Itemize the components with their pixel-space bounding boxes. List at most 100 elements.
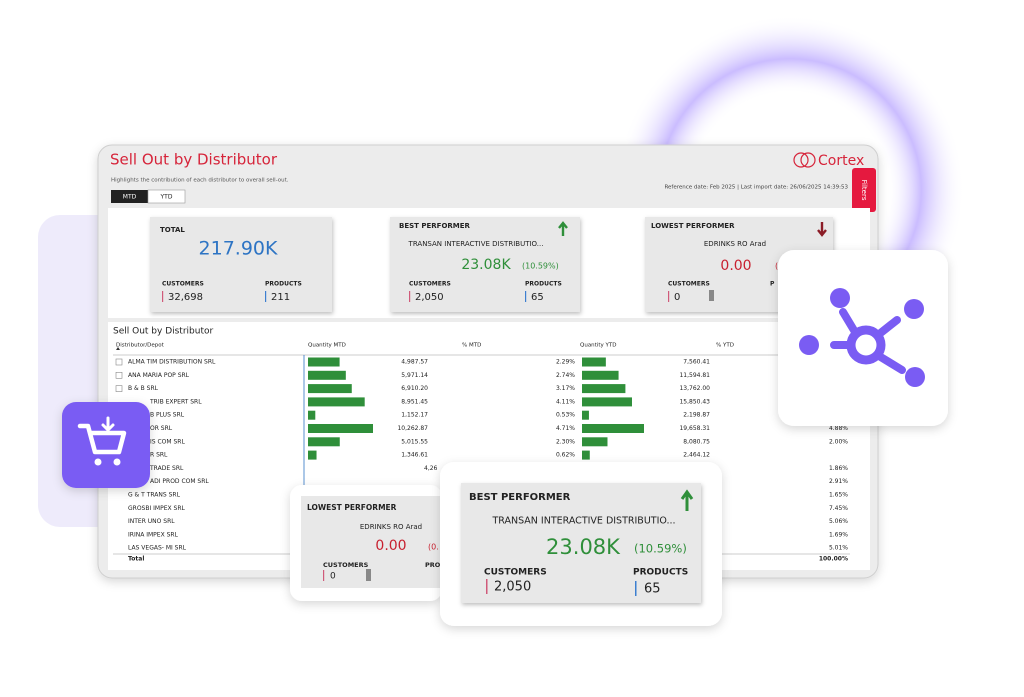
cell: 2.74% <box>556 372 575 379</box>
column-header: % YTD <box>716 343 734 349</box>
logo-mark <box>793 152 809 168</box>
ytd-bar <box>582 397 632 407</box>
ytd-bar <box>582 424 644 433</box>
cell: 8,951.45 <box>401 398 428 405</box>
mtd-bar <box>308 357 340 367</box>
row-name: ALMA TIM DISTRIBUTION SRL <box>128 359 216 366</box>
sort-icon <box>116 347 120 350</box>
cell: 4.71% <box>556 425 575 432</box>
row-name: IS COM SRL <box>150 438 185 445</box>
total-card: TOTAL 217.90K CUSTOMERS 32,698 PRODUCTS … <box>150 217 332 312</box>
best-card: BEST PERFORMER TRANSAN INTERACTIVE DISTR… <box>390 217 580 312</box>
cell: 1,152.17 <box>401 412 428 419</box>
card-label: LOWEST PERFORMER <box>307 503 397 512</box>
node <box>830 288 850 308</box>
cell: 10,262.87 <box>397 425 428 432</box>
mtd-bar <box>308 370 346 380</box>
column-header: % MTD <box>462 343 481 349</box>
subtitle: Highlights the contribution of each dist… <box>111 178 289 184</box>
cell: 11,594.81 <box>679 372 710 379</box>
badge <box>778 250 948 426</box>
total-cell: 100.00% <box>819 556 848 563</box>
kpi-value: 217.90K <box>199 238 278 260</box>
cell: 2,198.87 <box>683 412 710 419</box>
card-label: BEST PERFORMER <box>399 222 471 230</box>
down-arrow <box>817 222 827 237</box>
cell: 19,658.31 <box>679 425 710 432</box>
cell: 2.00% <box>829 438 848 445</box>
floating-lowest: LOWEST PERFORMER EDRINKS RO Arad 0.00 (0… <box>290 485 442 601</box>
tab-ytd[interactable] <box>147 189 186 204</box>
accent <box>668 291 670 302</box>
kpi-sub-value: 211 <box>271 292 290 303</box>
tab-label[interactable]: MTD <box>123 194 137 201</box>
cell: 13,762.00 <box>679 385 710 392</box>
performer-name: EDRINKS RO Arad <box>360 523 422 531</box>
row-name: OR SRL <box>150 425 173 432</box>
cart-wheel <box>113 458 121 466</box>
kpi-value: 0.00 <box>720 258 751 274</box>
kpi-share: (0. <box>428 543 439 552</box>
row-name: ADI PROD COM SRL <box>150 478 209 485</box>
card-label: LOWEST PERFORMER <box>651 222 735 230</box>
row-name: R SRL <box>150 452 168 459</box>
kpi-caption: PRODUCTS <box>633 568 688 578</box>
column-header: Quantity MTD <box>308 343 346 349</box>
ytd-bar <box>582 410 589 420</box>
card <box>390 217 580 312</box>
cart-icon <box>77 423 127 455</box>
mtd-bar <box>308 397 365 407</box>
kpi-sub-value: 65 <box>644 582 661 597</box>
cell: 0.53% <box>556 412 575 419</box>
cell: 0.62% <box>556 452 575 459</box>
kpi-caption: CUSTOMERS <box>323 561 369 569</box>
row-name: IRINA IMPEX SRL <box>128 531 179 538</box>
cart-badge <box>62 402 150 488</box>
kpi-caption: CUSTOMERS <box>409 281 451 288</box>
up-arrow <box>558 221 568 236</box>
performer-name: EDRINKS RO Arad <box>704 240 766 248</box>
card <box>301 496 442 588</box>
cell: 1.86% <box>829 465 848 472</box>
expand-icon <box>115 358 123 366</box>
cell: 4.88% <box>829 425 848 432</box>
row-name: TRIB EXPERT SRL <box>149 398 202 405</box>
tab-label[interactable]: YTD <box>160 194 173 201</box>
reference-date: Reference date: Feb 2025 | Last import d… <box>664 185 848 191</box>
ytd-bar <box>582 357 606 367</box>
accent <box>525 291 527 302</box>
filters-label[interactable]: Filters <box>860 180 868 201</box>
cell: 5,971.14 <box>401 372 428 379</box>
card <box>150 217 332 312</box>
kpi-caption: PRODUCTS <box>265 281 302 288</box>
row-name: INTER UNO SRL <box>128 518 175 525</box>
kpi-sub-value: 2,050 <box>494 580 531 595</box>
accent <box>486 579 488 594</box>
cell: 4,26 <box>424 465 438 472</box>
cell: 3.17% <box>556 385 575 392</box>
kpi-sub-value: 0 <box>330 572 336 582</box>
accent <box>635 581 637 596</box>
kpi-caption: PRODUCTS <box>525 281 562 288</box>
mtd-bar <box>308 424 373 433</box>
tab-mtd[interactable] <box>111 190 148 203</box>
total-label: Total <box>128 556 144 563</box>
row-name: B & B SRL <box>128 385 159 392</box>
kpi-value: 23.08K <box>546 535 621 559</box>
mini-bar <box>366 569 371 581</box>
card-label: BEST PERFORMER <box>469 492 571 503</box>
cell: 5.06% <box>829 518 848 525</box>
row-name: LAS VEGAS- MI SRL <box>128 545 187 552</box>
mtd-bar <box>308 450 317 460</box>
cell: 5.01% <box>829 545 848 552</box>
mini-bar <box>709 290 714 301</box>
cell: 4,987.57 <box>401 359 428 366</box>
ytd-bar <box>582 437 608 447</box>
cell: 7,560.41 <box>683 359 710 366</box>
filters-tab[interactable] <box>852 168 876 212</box>
kpi-sub-value: 0 <box>674 292 680 303</box>
node <box>799 335 819 355</box>
cell: 8,080.75 <box>683 438 710 445</box>
logo-mark <box>800 152 816 168</box>
